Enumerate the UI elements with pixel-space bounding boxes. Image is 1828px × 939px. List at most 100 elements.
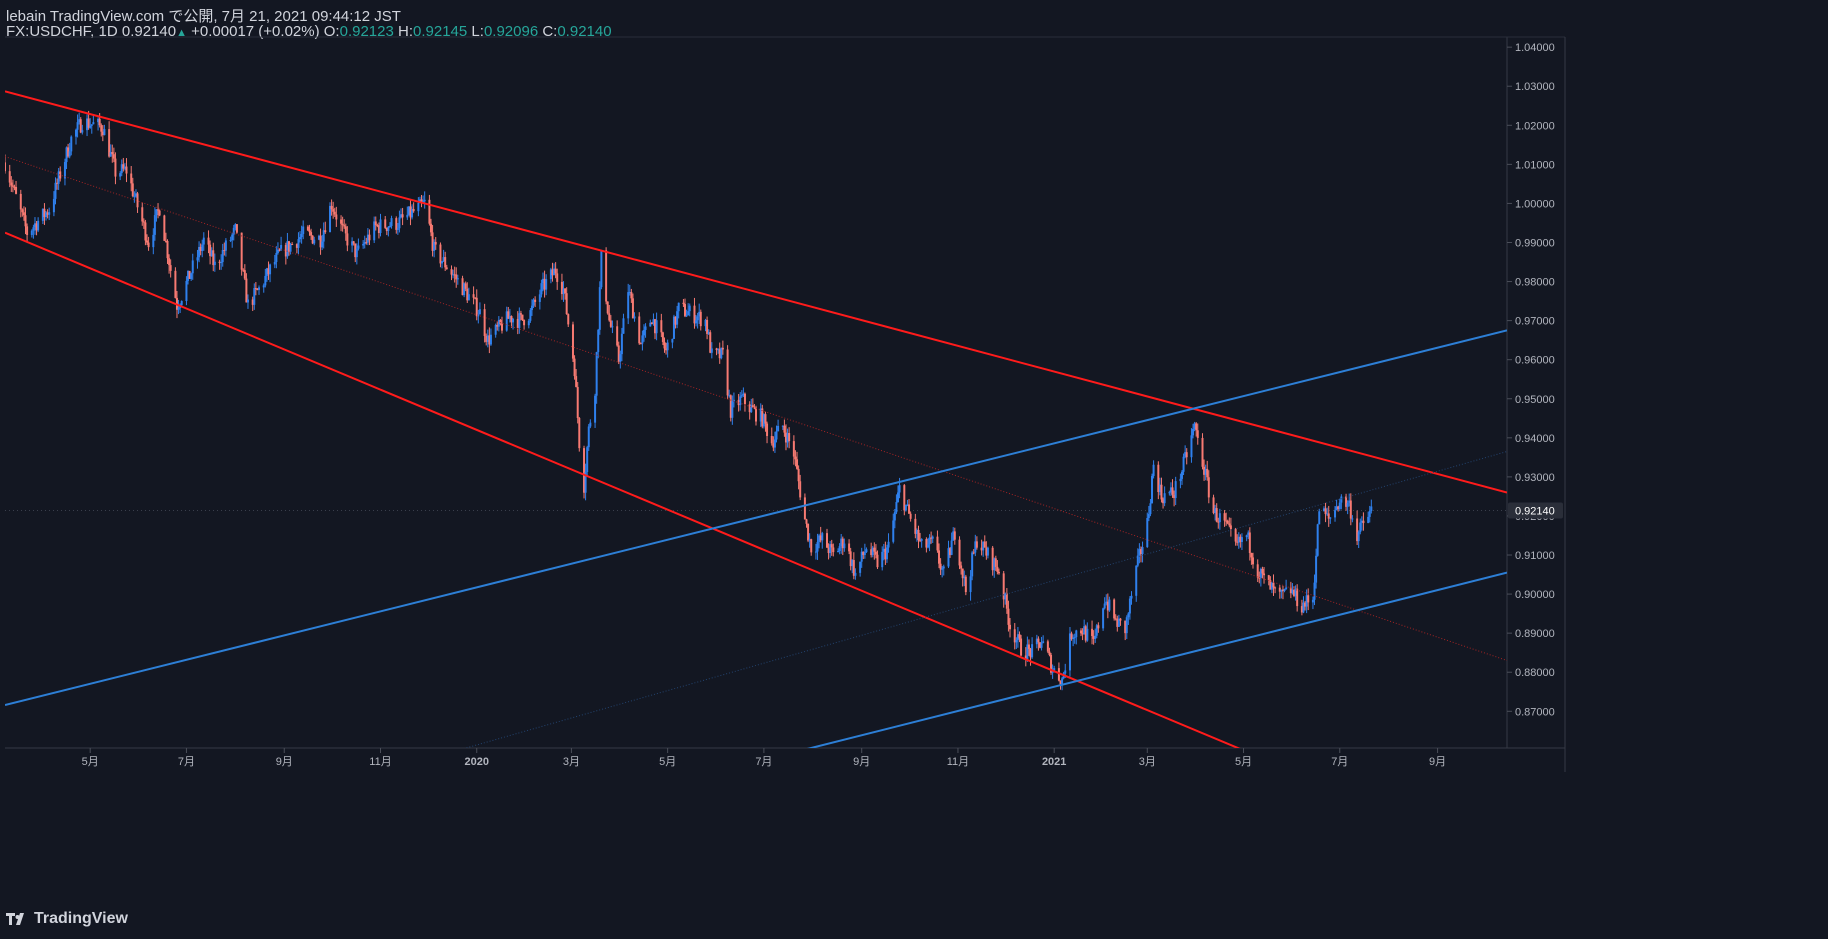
candle-body bbox=[1304, 602, 1307, 607]
candle-body bbox=[674, 316, 677, 325]
candle-body bbox=[317, 235, 320, 240]
candle-body bbox=[660, 320, 663, 333]
candles-group bbox=[5, 110, 1373, 691]
candle-body bbox=[699, 311, 702, 327]
candle-body bbox=[553, 268, 556, 276]
candle-body bbox=[958, 539, 961, 566]
candle-body bbox=[1337, 506, 1340, 509]
candle-body bbox=[881, 551, 884, 568]
candle-body bbox=[1080, 630, 1083, 634]
candle-body bbox=[523, 319, 526, 326]
candle-body bbox=[1204, 468, 1207, 475]
x-tick-label: 9月 bbox=[1429, 756, 1446, 768]
y-tick-label: 0.94000 bbox=[1515, 433, 1555, 445]
candle-body bbox=[617, 345, 620, 362]
candle-body bbox=[92, 122, 95, 125]
tradingview-brand[interactable]: TradingView bbox=[6, 910, 128, 928]
candle-body bbox=[5, 162, 6, 172]
candle-body bbox=[718, 349, 721, 359]
candle-body bbox=[1302, 602, 1305, 613]
candle-body bbox=[1345, 496, 1348, 507]
candle-body bbox=[512, 318, 515, 323]
blue-solid-trendline[interactable] bbox=[5, 329, 1507, 706]
candle-body bbox=[1040, 642, 1043, 648]
blue-dotted-trendline[interactable] bbox=[458, 451, 1507, 750]
candle-body bbox=[895, 502, 898, 513]
candle-body bbox=[384, 219, 387, 228]
candle-body bbox=[807, 523, 810, 541]
candle-body bbox=[199, 246, 202, 252]
candle-body bbox=[1174, 481, 1177, 499]
candle-body bbox=[1201, 437, 1204, 467]
candle-body bbox=[86, 118, 89, 131]
candle-body bbox=[685, 315, 688, 317]
candle-body bbox=[1050, 654, 1053, 673]
red-dotted-trendline[interactable] bbox=[5, 156, 1507, 661]
candle-body bbox=[698, 311, 701, 317]
candle-body bbox=[1103, 603, 1106, 609]
candle-body bbox=[187, 270, 190, 281]
candle-body bbox=[859, 561, 862, 573]
candle-body bbox=[799, 481, 802, 498]
candle-body bbox=[1228, 523, 1231, 526]
candle-body bbox=[401, 214, 404, 218]
candle-body bbox=[340, 219, 343, 224]
candle-body bbox=[825, 533, 828, 548]
candle-body bbox=[882, 548, 885, 552]
candle-body bbox=[157, 209, 160, 211]
candle-body bbox=[545, 279, 548, 290]
candle-body bbox=[1162, 499, 1165, 504]
candle-body bbox=[865, 549, 868, 553]
candle-body bbox=[455, 274, 458, 280]
candle-body bbox=[876, 554, 879, 568]
candle-body bbox=[164, 240, 167, 242]
candle-body bbox=[330, 205, 333, 210]
candle-body bbox=[1291, 589, 1294, 594]
last-price-label-bg bbox=[1508, 502, 1563, 519]
candle-body bbox=[772, 443, 775, 448]
candle-body bbox=[753, 407, 756, 409]
candle-body bbox=[254, 288, 257, 290]
candle-body bbox=[1007, 608, 1010, 625]
candle-body bbox=[991, 547, 994, 571]
candle-body bbox=[269, 264, 272, 275]
candle-body bbox=[258, 287, 261, 290]
candle-body bbox=[1322, 508, 1325, 512]
candle-body bbox=[755, 407, 757, 422]
candle-body bbox=[1245, 535, 1248, 538]
symbol-interval[interactable]: FX:USDCHF, 1D bbox=[6, 23, 118, 40]
candle-body bbox=[1359, 522, 1362, 533]
candle-body bbox=[717, 349, 720, 351]
candle-body bbox=[1091, 628, 1094, 637]
red-solid-trendline[interactable] bbox=[5, 231, 1244, 751]
candle-body bbox=[587, 426, 590, 448]
candle-body bbox=[650, 322, 653, 325]
candle-body bbox=[764, 414, 767, 424]
open-label: O: bbox=[323, 23, 340, 40]
candle-body bbox=[111, 152, 114, 155]
candle-body bbox=[1217, 521, 1220, 523]
candle-body bbox=[914, 518, 917, 534]
candle-body bbox=[832, 547, 835, 553]
red-solid-trendline[interactable] bbox=[5, 90, 1507, 494]
candle-body bbox=[671, 338, 674, 343]
candle-body bbox=[180, 301, 183, 306]
candle-body bbox=[174, 270, 177, 298]
low-label: L: bbox=[471, 23, 484, 40]
blue-solid-trendline[interactable] bbox=[802, 571, 1507, 751]
candle-body bbox=[133, 196, 136, 198]
candle-body bbox=[441, 261, 444, 264]
candle-body bbox=[562, 288, 565, 295]
candle-body bbox=[131, 183, 134, 197]
candle-body bbox=[549, 269, 552, 280]
candle-body bbox=[931, 536, 934, 539]
candle-body bbox=[1002, 573, 1005, 600]
candle-body bbox=[1269, 580, 1272, 590]
candle-body bbox=[1300, 606, 1303, 613]
candle-body bbox=[310, 232, 313, 236]
candle-body bbox=[892, 520, 895, 542]
candle-body bbox=[1102, 608, 1105, 629]
candle-body bbox=[79, 119, 82, 133]
candle-body bbox=[939, 563, 942, 570]
